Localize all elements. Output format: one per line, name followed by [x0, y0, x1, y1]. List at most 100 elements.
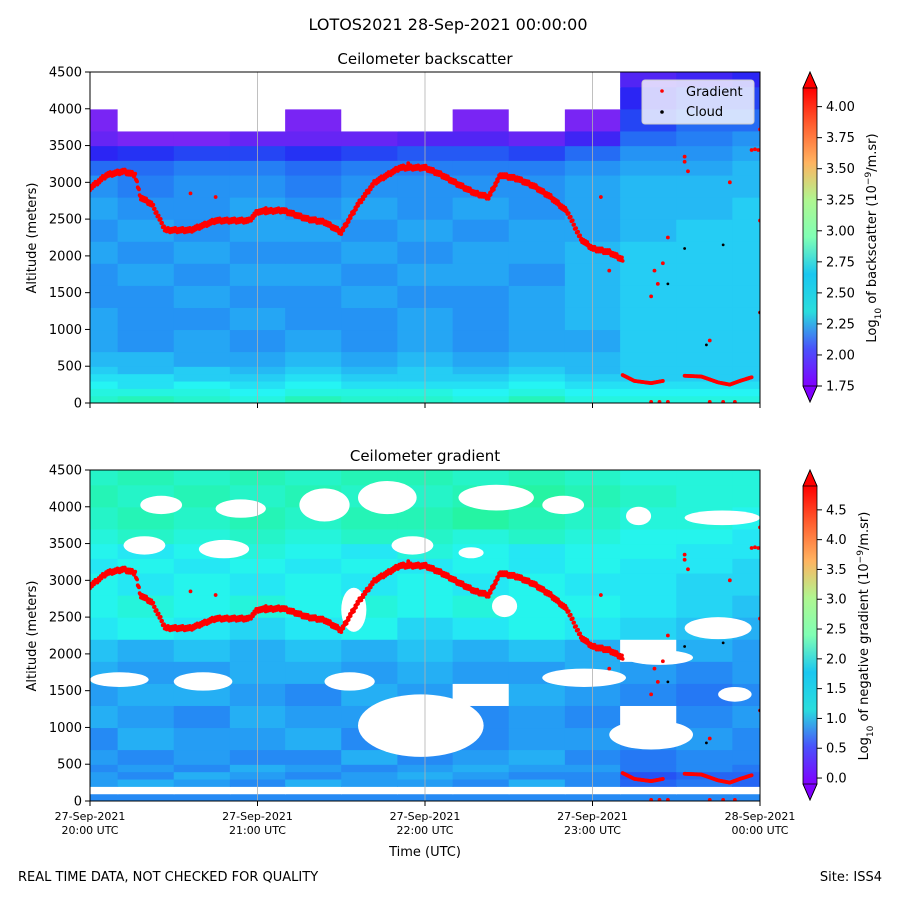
heatmap-cell — [508, 764, 566, 773]
gradient-point — [649, 692, 654, 697]
gradient-point — [570, 218, 575, 223]
heatmap-cell — [173, 380, 231, 389]
gradient-point — [578, 233, 583, 238]
backscatter-colorbar-label: Log10 of backscatter (10−9/m.sr) — [864, 133, 884, 342]
heatmap-cell — [508, 130, 566, 147]
cloud-point — [721, 641, 725, 645]
heatmap-cell — [620, 595, 677, 618]
heatmap-cell — [508, 617, 566, 640]
heatmap-cell — [452, 219, 510, 242]
y-tick-label: 1000 — [49, 721, 82, 736]
backscatter-ylabel: Altitude (meters) — [25, 183, 40, 294]
colorbar-tick-label: 1.0 — [826, 712, 847, 727]
heatmap-cell — [90, 764, 119, 773]
heatmap-cell — [620, 263, 677, 286]
heatmap-cell — [508, 145, 566, 161]
no-data-patch — [299, 488, 350, 522]
heatmap-cell — [676, 395, 733, 403]
gradient-point — [406, 559, 411, 564]
heatmap-cell — [620, 543, 677, 559]
heatmap-cell — [341, 160, 398, 176]
gradient-point — [135, 179, 140, 184]
heatmap-cell — [620, 241, 677, 264]
heatmap-cell — [117, 380, 175, 389]
heatmap-cell — [452, 285, 510, 308]
heatmap-cell — [90, 528, 119, 545]
heatmap-cell — [732, 661, 760, 684]
heatmap-cell — [508, 470, 566, 486]
gradient-point — [732, 399, 737, 403]
gradient-point — [576, 627, 580, 632]
heatmap-cell — [676, 174, 733, 198]
backscatter-title: Ceilometer backscatter — [337, 50, 513, 68]
colorbar-tick-label: 0.0 — [826, 772, 847, 787]
heatmap-cell — [285, 705, 342, 729]
backscatter-panel: Ceilometer backscatter 0 500 1000 1500 2000 2… — [25, 50, 884, 412]
heatmap-cell — [732, 727, 760, 751]
heatmap-cell — [285, 683, 342, 706]
heatmap-cell — [620, 617, 677, 640]
x-tick-time: 21:00 UTC — [229, 824, 286, 837]
gradient-point — [135, 577, 140, 582]
colorbar-tick-label: 2.00 — [826, 348, 855, 363]
gradient-point — [160, 618, 164, 623]
gradient-point — [598, 593, 603, 597]
gradient-point — [344, 223, 349, 228]
backscatter-colorbar-extend-max — [802, 71, 818, 89]
heatmap-cell — [620, 484, 677, 508]
heatmap-cell — [676, 351, 733, 367]
heatmap-cell — [620, 388, 677, 397]
heatmap-cell — [452, 470, 510, 486]
heatmap-cell — [90, 307, 119, 331]
cloud-point — [705, 741, 708, 745]
gradient-point — [568, 612, 573, 617]
heatmap-cell — [508, 771, 566, 780]
heatmap-cell — [285, 329, 342, 353]
heatmap-cell — [732, 351, 760, 367]
heatmap-cell — [452, 160, 510, 176]
heatmap-cell — [117, 793, 175, 801]
gradient-point — [263, 604, 268, 608]
no-data-patch — [626, 650, 693, 665]
gradient-point — [151, 600, 156, 605]
y-tick-label: 1500 — [49, 286, 82, 301]
legend-gradient-label: Gradient — [686, 85, 743, 100]
heatmap-cell — [452, 661, 510, 684]
heatmap-cell — [732, 778, 760, 787]
heatmap-cell — [452, 749, 510, 765]
heatmap-cell — [452, 380, 510, 389]
heatmap-cell — [90, 595, 119, 618]
heatmap-cell — [285, 86, 342, 110]
x-tick-date: 27-Sep-2021 — [390, 810, 461, 823]
heatmap-cell — [117, 572, 175, 596]
gradient-point — [686, 567, 690, 572]
heatmap-cell — [90, 786, 119, 795]
gradient-point — [352, 211, 356, 216]
heatmap-cell — [341, 380, 398, 389]
heatmap-cell — [285, 558, 342, 574]
gradient-point — [348, 216, 353, 220]
heatmap-cell — [285, 793, 342, 801]
x-axis-label: Time (UTC) — [388, 845, 461, 860]
heatmap-cell — [732, 366, 760, 375]
heatmap-cell — [117, 351, 175, 367]
heatmap-cell — [117, 130, 175, 147]
no-data-patch — [718, 686, 752, 702]
heatmap-cell — [90, 778, 119, 787]
heatmap-cell — [90, 484, 119, 508]
gradient-point — [346, 617, 351, 622]
colorbar-tick-label: 3.0 — [826, 593, 847, 608]
backscatter-heatmap — [90, 72, 760, 403]
gradient-point — [160, 220, 164, 225]
heatmap-cell — [732, 528, 760, 545]
heatmap-cell — [90, 388, 119, 397]
heatmap-cell — [285, 470, 342, 486]
heatmap-cell — [341, 793, 398, 801]
gradient-point — [665, 633, 670, 638]
no-data-patch — [542, 495, 585, 515]
heatmap-cell — [508, 219, 566, 242]
heatmap-cell — [117, 145, 175, 161]
gradient-point — [152, 206, 157, 211]
